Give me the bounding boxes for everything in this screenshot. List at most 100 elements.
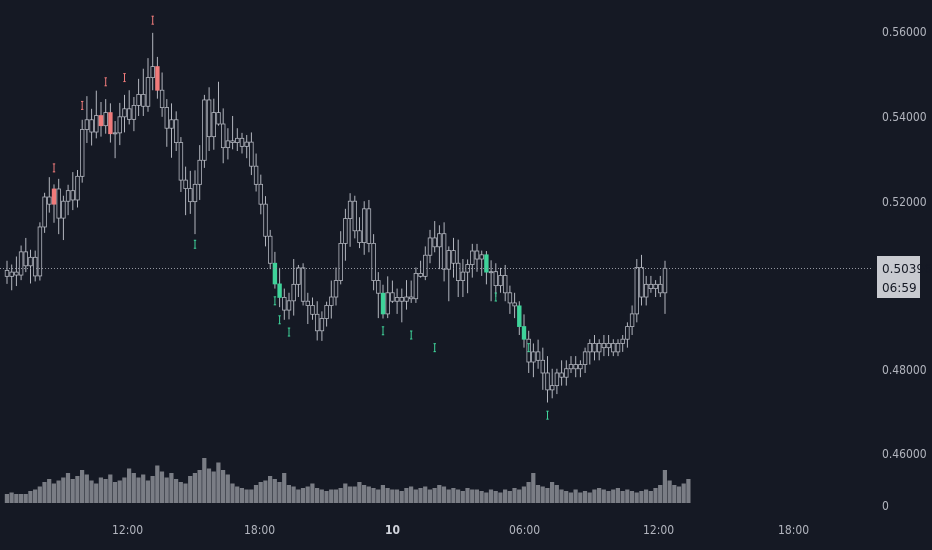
- volume-bar: [216, 462, 221, 503]
- candle: [89, 108, 94, 146]
- volume-bar: [282, 473, 287, 503]
- fractal-marker: [151, 15, 154, 25]
- volume-bar: [479, 491, 484, 503]
- candle: [531, 343, 536, 378]
- price-axis[interactable]: 0.56000 0.54000 0.52000 0.48000 0.46000 …: [882, 25, 927, 513]
- candle: [33, 250, 38, 282]
- candle-body: [554, 372, 560, 387]
- candle: [230, 115, 235, 150]
- candle: [441, 222, 447, 282]
- candle-body: [18, 251, 24, 276]
- volume-bar: [291, 486, 296, 503]
- volume-bar: [98, 477, 103, 503]
- volume-bar: [639, 491, 644, 503]
- volume-bar: [131, 473, 136, 503]
- candle-body: [380, 292, 386, 315]
- candle: [272, 251, 278, 289]
- time-tick-label: 18:00: [244, 523, 275, 537]
- candle-body: [507, 292, 513, 304]
- volume-bar: [681, 483, 686, 503]
- candle-body: [314, 313, 320, 332]
- candle: [169, 103, 174, 158]
- fractal-marker: [193, 239, 197, 249]
- candle-body: [625, 326, 630, 340]
- candle-body: [460, 271, 466, 281]
- candle: [568, 356, 574, 373]
- price-tick-label: 0.54000: [882, 110, 927, 124]
- time-axis[interactable]: 12:00 18:00 10 06:00 12:00 18:00: [112, 523, 809, 537]
- volume-bar: [629, 491, 635, 503]
- volume-bar: [526, 482, 531, 503]
- candle-body: [418, 272, 423, 277]
- candle-body: [14, 271, 19, 276]
- candle: [220, 108, 226, 164]
- volume-bar: [625, 489, 630, 503]
- candle-body: [427, 237, 433, 256]
- volume-bar: [319, 489, 324, 503]
- volume-bar: [14, 494, 19, 503]
- fractal-marker: [410, 330, 413, 340]
- volume-bar: [324, 491, 329, 503]
- candle-body: [394, 297, 400, 302]
- candle-body: [662, 267, 668, 294]
- candle: [296, 264, 301, 298]
- candle-body: [568, 364, 574, 370]
- volume-bar: [531, 473, 536, 503]
- candle-body: [206, 99, 212, 138]
- time-tick-label: 18:00: [778, 523, 809, 537]
- candle-body: [239, 137, 245, 147]
- volume-bar: [564, 491, 569, 503]
- last-price-badge: 0.50396 06:59: [877, 256, 932, 298]
- volume-bar: [493, 491, 498, 503]
- candle: [98, 102, 104, 137]
- candle-body: [385, 292, 390, 315]
- candle-body: [347, 200, 353, 219]
- candle: [404, 280, 409, 310]
- candle-body: [535, 351, 541, 361]
- candle-body: [183, 179, 188, 189]
- volume-bar: [192, 473, 197, 503]
- volume-bar: [75, 476, 80, 503]
- volume-bar: [399, 491, 404, 503]
- candle: [474, 243, 480, 272]
- volume-bar: [164, 477, 169, 503]
- last-price-value: 0.50396: [882, 262, 932, 276]
- candle-body: [141, 94, 146, 107]
- candle: [451, 237, 456, 278]
- candle: [620, 334, 625, 352]
- candle: [502, 264, 508, 302]
- volume-bar: [206, 468, 212, 503]
- candle-body: [550, 385, 555, 391]
- volume-bar: [451, 488, 456, 503]
- candle: [202, 94, 207, 168]
- candle-body: [597, 343, 602, 353]
- candle: [150, 32, 155, 91]
- volume-bar: [644, 489, 649, 503]
- candle: [564, 360, 569, 386]
- volume-bar: [33, 489, 38, 503]
- candle: [653, 280, 658, 298]
- candle-body: [488, 271, 494, 274]
- candle: [56, 178, 61, 235]
- volume-bar: [150, 476, 155, 503]
- volume-bar: [145, 480, 150, 503]
- volume-bar: [554, 485, 559, 503]
- volume-bar: [535, 485, 541, 503]
- volume-bar: [263, 480, 268, 503]
- fractal-marker: [52, 163, 56, 173]
- volume-bar: [174, 479, 179, 503]
- volume-bar: [394, 489, 400, 503]
- volume-bar: [676, 486, 682, 503]
- time-tick-label: 10: [385, 523, 400, 537]
- candle: [103, 99, 108, 134]
- volume-bar: [211, 471, 216, 503]
- candle: [639, 254, 644, 306]
- candle-body: [192, 183, 198, 203]
- candle-body: [75, 175, 80, 201]
- candle-body: [51, 188, 57, 205]
- volume-bar: [371, 488, 376, 503]
- candle: [625, 322, 630, 348]
- volume-bar: [9, 492, 14, 503]
